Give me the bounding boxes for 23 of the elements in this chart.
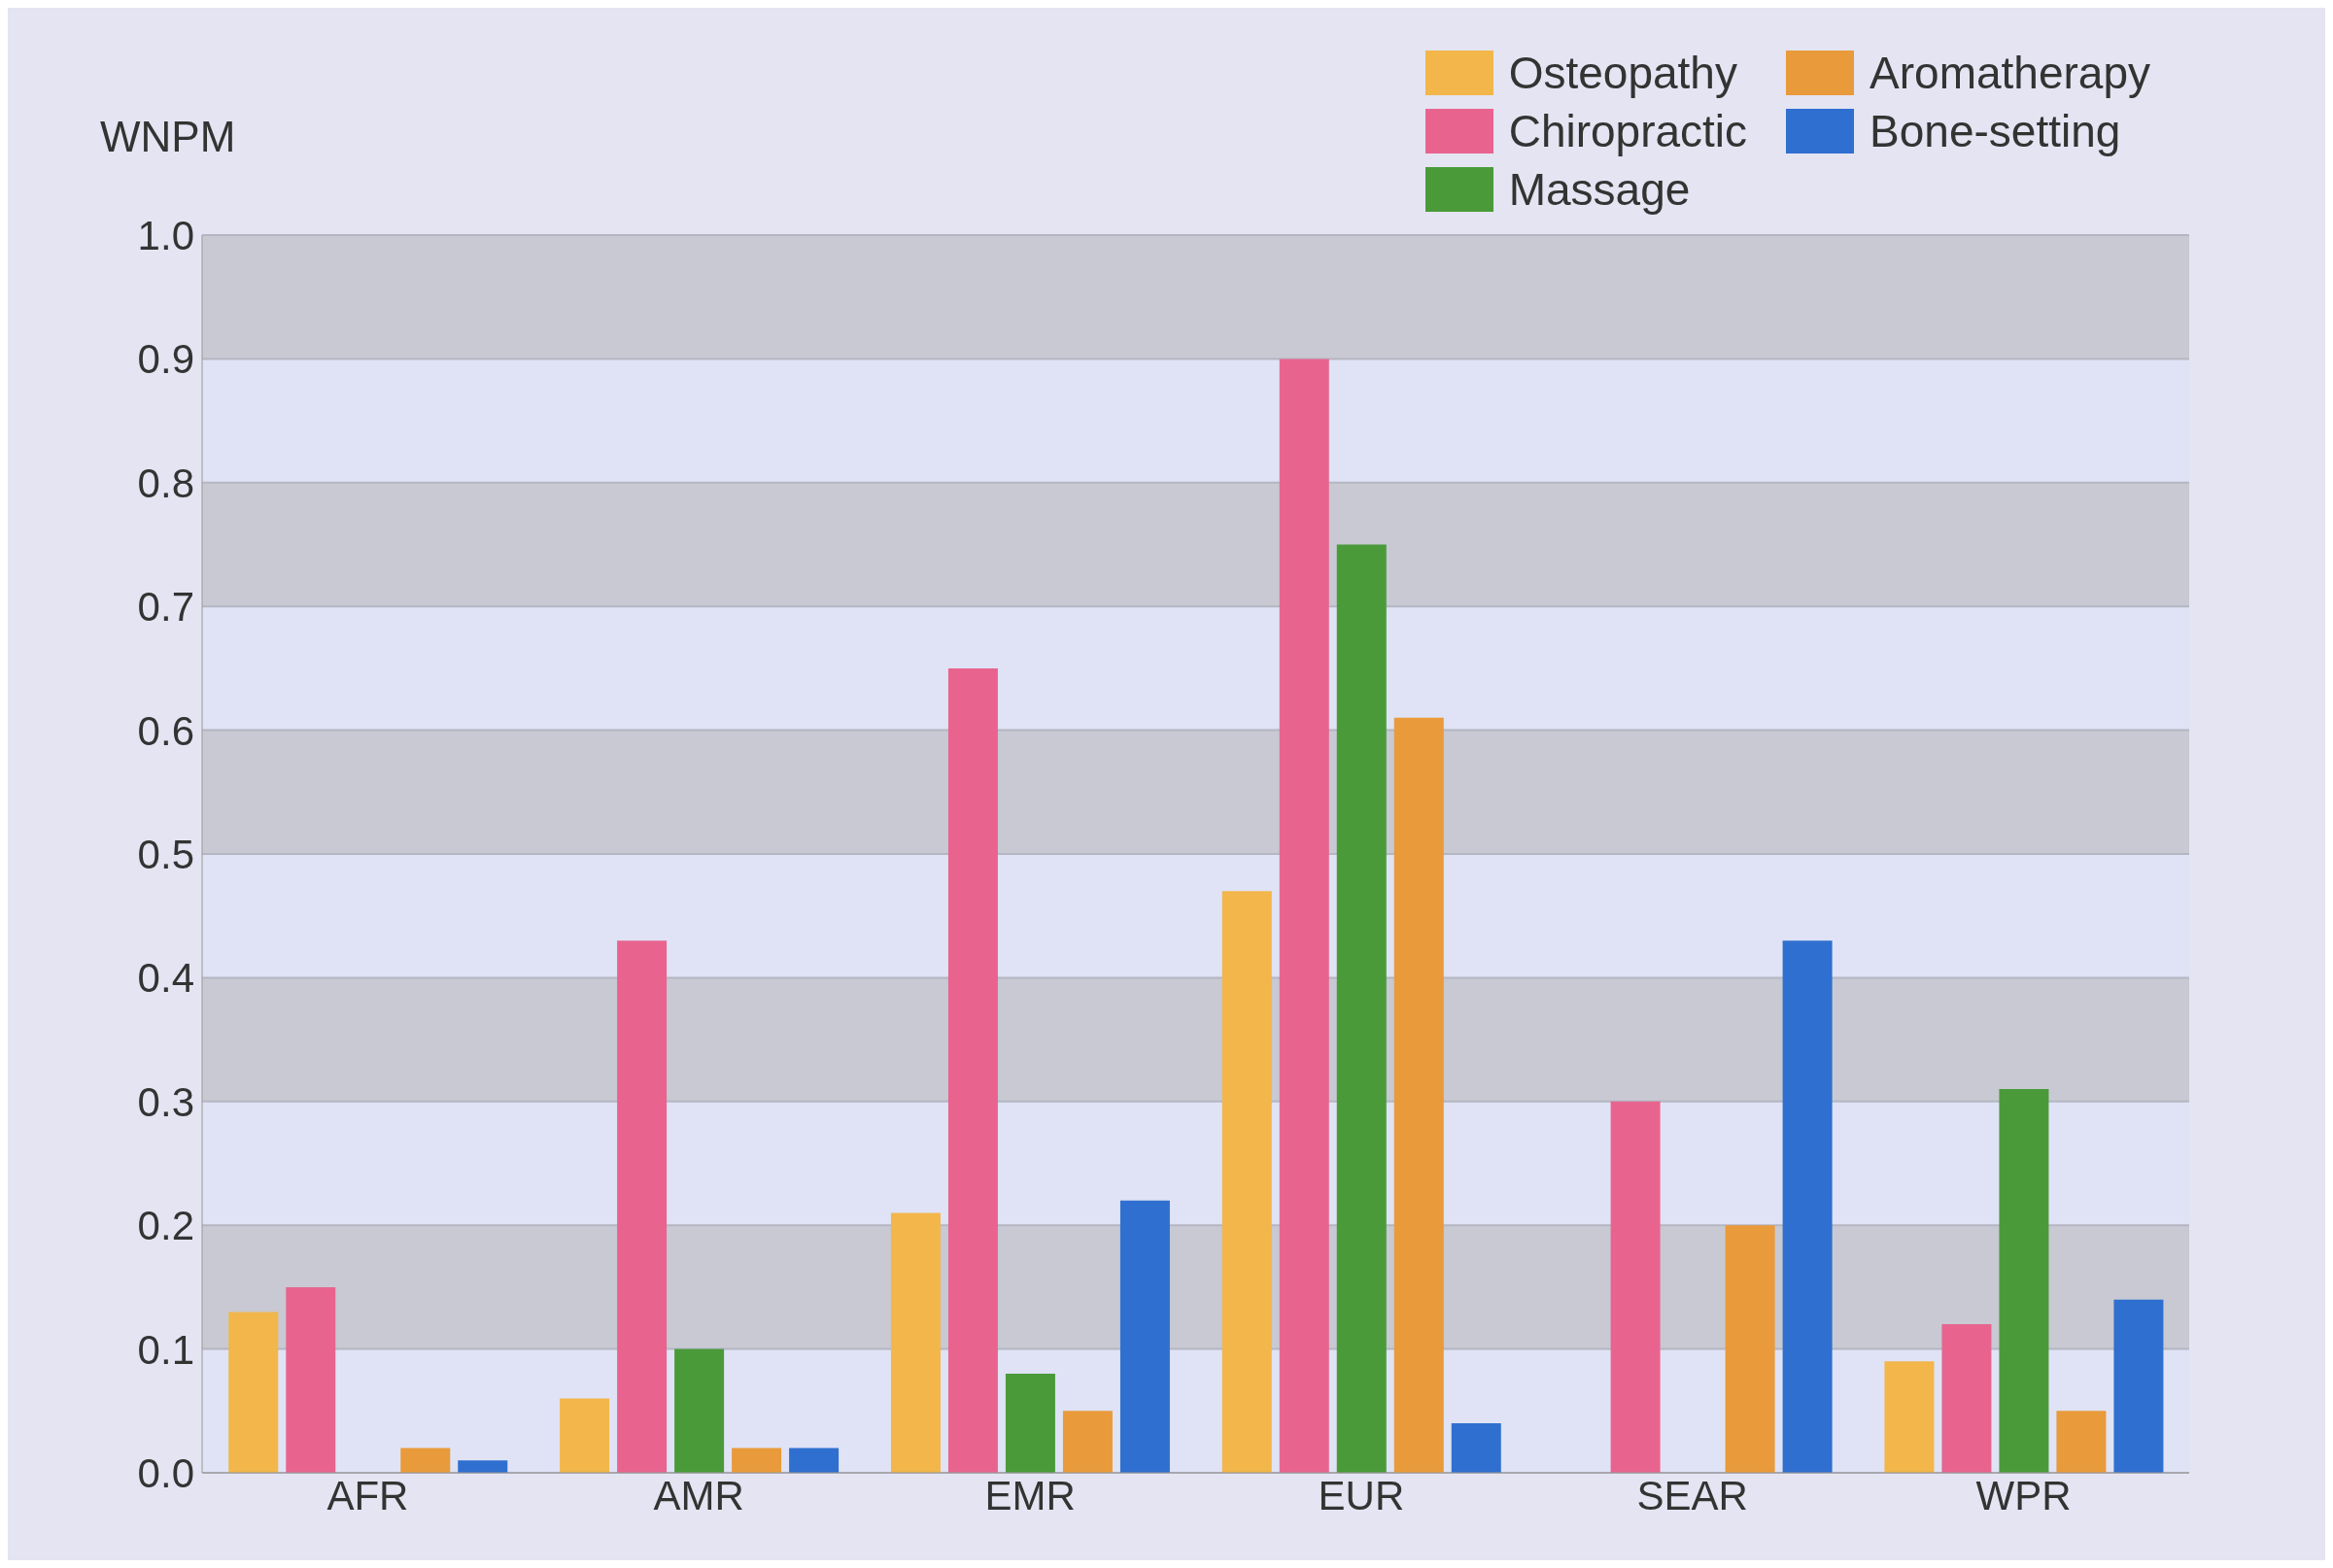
- y-tick-label: 1.0: [137, 212, 194, 258]
- x-tick-label: EUR: [1318, 1472, 1405, 1518]
- x-tick-label: AFR: [326, 1472, 409, 1518]
- legend-label: Aromatherapy: [1870, 47, 2150, 99]
- y-tick-label: 0.3: [137, 1078, 194, 1125]
- y-tick-label: 0.6: [137, 707, 194, 754]
- x-tick-label: EMR: [984, 1472, 1076, 1518]
- y-tick-label: 0.4: [137, 955, 194, 1002]
- y-tick-label: 0.8: [137, 460, 194, 506]
- y-tick-label: 0.9: [137, 336, 194, 383]
- y-tick-label: 0.2: [137, 1203, 194, 1249]
- y-axis-title: WNPM: [100, 113, 236, 161]
- y-tick-label: 0.0: [137, 1449, 194, 1496]
- legend-label: Osteopathy: [1508, 47, 1737, 99]
- x-tick-label: WPR: [1975, 1472, 2072, 1518]
- y-tick-label: 0.5: [137, 831, 194, 877]
- x-tick-label: SEAR: [1636, 1472, 1748, 1518]
- x-tick-label: AMR: [653, 1472, 744, 1518]
- legend-label: Massage: [1508, 163, 1691, 216]
- legend-label: Bone-setting: [1870, 105, 2121, 157]
- legend-label: Chiropractic: [1508, 105, 1748, 157]
- y-tick-label: 0.7: [137, 584, 194, 631]
- y-tick-label: 0.1: [137, 1326, 194, 1373]
